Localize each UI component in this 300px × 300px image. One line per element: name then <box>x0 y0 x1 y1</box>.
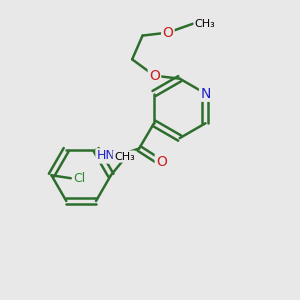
Text: O: O <box>162 26 173 40</box>
Text: O: O <box>156 155 167 169</box>
Text: CH₃: CH₃ <box>114 152 135 161</box>
Text: O: O <box>149 69 160 83</box>
Text: HN: HN <box>97 149 115 162</box>
Text: Cl: Cl <box>74 172 86 185</box>
Text: CH₃: CH₃ <box>195 19 215 29</box>
Text: N: N <box>200 86 211 100</box>
